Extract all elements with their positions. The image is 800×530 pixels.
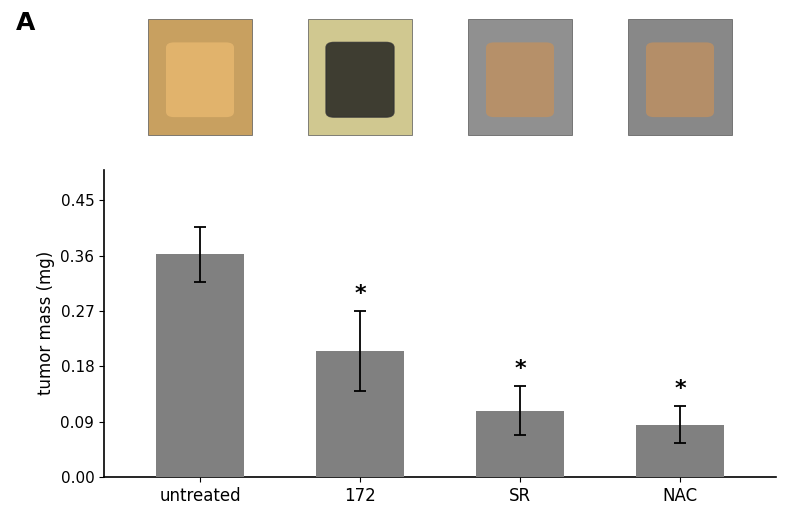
Text: *: * xyxy=(514,359,526,378)
Bar xyxy=(156,254,244,477)
Text: *: * xyxy=(674,379,686,399)
Bar xyxy=(316,351,404,477)
Text: *: * xyxy=(354,284,366,304)
Bar xyxy=(476,411,564,477)
Text: A: A xyxy=(16,11,35,34)
Y-axis label: tumor mass (mg): tumor mass (mg) xyxy=(37,251,54,395)
Bar xyxy=(636,425,724,477)
